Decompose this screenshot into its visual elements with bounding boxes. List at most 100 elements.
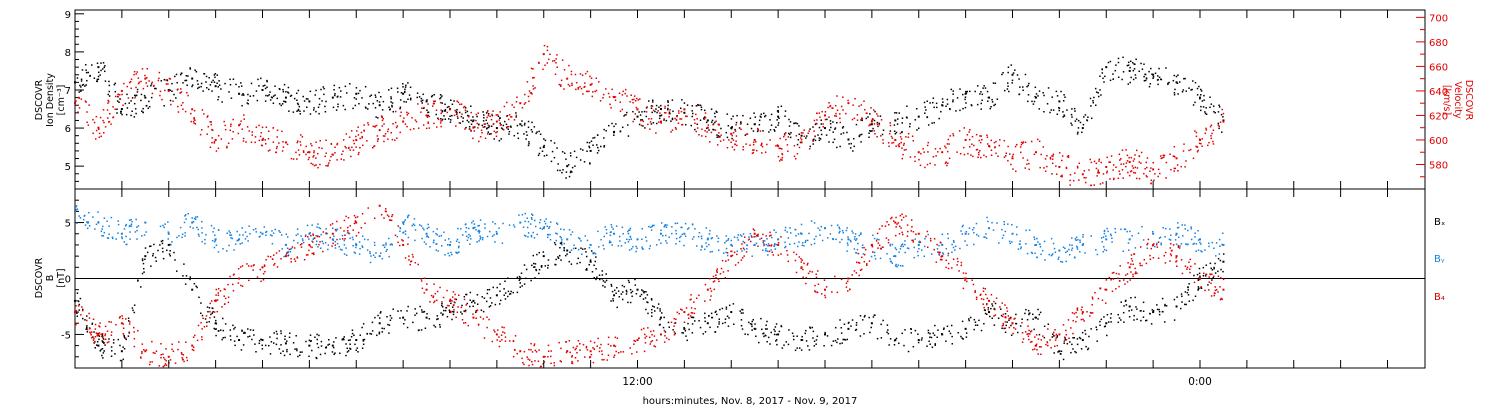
scatter-dot <box>255 126 258 129</box>
scatter-dot <box>82 317 84 320</box>
scatter-dot <box>982 303 984 305</box>
scatter-dot <box>868 132 870 134</box>
scatter-dot <box>995 140 997 143</box>
scatter-dot <box>98 128 100 130</box>
data-point <box>1105 322 1108 325</box>
scatter-dot <box>211 90 213 92</box>
scatter-dot <box>470 238 472 240</box>
scatter-dot <box>849 147 852 149</box>
scatter-dot <box>588 145 590 148</box>
scatter-dot <box>686 339 688 342</box>
data-point <box>542 146 545 149</box>
scatter-dot <box>681 309 683 311</box>
data-point <box>824 288 826 291</box>
scatter-dot <box>226 250 228 252</box>
scatter-dot <box>367 108 369 110</box>
scatter-dot <box>1056 335 1059 337</box>
scatter-dot <box>574 73 577 76</box>
scatter-dot <box>406 111 408 114</box>
scatter-dot <box>189 276 192 278</box>
scatter-dot <box>379 95 382 98</box>
scatter-dot <box>981 93 984 96</box>
scatter-dot <box>900 244 903 246</box>
scatter-dot <box>1221 108 1224 111</box>
scatter-dot <box>465 304 467 306</box>
scatter-dot <box>696 245 698 247</box>
scatter-dot <box>843 323 846 325</box>
scatter-dot <box>76 208 79 210</box>
scatter-dot <box>600 145 602 148</box>
scatter-dot <box>461 304 463 307</box>
scatter-dot <box>798 347 801 349</box>
scatter-dot <box>516 291 519 294</box>
scatter-dot <box>455 240 458 242</box>
data-point <box>1222 119 1225 122</box>
scatter-dot <box>210 300 213 302</box>
scatter-dot <box>1065 260 1067 263</box>
scatter-dot <box>169 250 171 252</box>
scatter-dot <box>809 128 811 130</box>
scatter-dot <box>824 118 827 121</box>
scatter-dot <box>990 106 992 108</box>
scatter-dot <box>1126 230 1128 233</box>
scatter-dot <box>448 118 450 120</box>
scatter-dot <box>353 334 355 337</box>
scatter-dot <box>184 215 186 217</box>
scatter-dot <box>679 107 682 110</box>
scatter-dot <box>1047 87 1050 89</box>
scatter-dot <box>534 266 536 268</box>
scatter-dot <box>589 259 592 261</box>
scatter-dot <box>946 143 949 145</box>
scatter-dot <box>665 119 668 122</box>
scatter-dot <box>126 107 129 109</box>
scatter-dot <box>840 326 843 329</box>
scatter-dot <box>754 328 757 330</box>
scatter-dot <box>788 125 791 127</box>
scatter-dot <box>1078 336 1081 339</box>
scatter-dot <box>1201 145 1203 147</box>
scatter-dot <box>317 166 319 169</box>
scatter-dot <box>815 235 817 238</box>
scatter-dot <box>1066 155 1069 158</box>
scatter-dot <box>94 347 97 349</box>
scatter-dot <box>131 307 134 309</box>
scatter-dot <box>1024 312 1026 315</box>
scatter-dot <box>372 125 375 128</box>
scatter-dot <box>704 112 707 114</box>
scatter-dot <box>577 88 580 90</box>
scatter-dot <box>990 307 992 310</box>
scatter-dot <box>968 138 971 141</box>
scatter-dot <box>245 141 247 143</box>
scatter-dot <box>355 349 357 351</box>
scatter-dot <box>1117 177 1120 180</box>
scatter-dot <box>816 112 818 115</box>
scatter-dot <box>1066 250 1069 253</box>
scatter-dot <box>313 151 315 154</box>
scatter-dot <box>381 109 384 111</box>
scatter-dot <box>855 272 858 274</box>
scatter-dot <box>237 267 240 270</box>
scatter-dot <box>818 126 821 129</box>
scatter-dot <box>1004 230 1007 233</box>
data-point <box>847 277 850 280</box>
scatter-dot <box>104 126 107 128</box>
scatter-dot <box>1215 242 1218 244</box>
scatter-dot <box>392 123 394 125</box>
scatter-dot <box>1069 173 1072 176</box>
scatter-dot <box>905 148 907 151</box>
scatter-dot <box>671 226 673 228</box>
scatter-dot <box>611 290 614 293</box>
scatter-dot <box>1126 160 1129 162</box>
scatter-dot <box>1122 71 1125 73</box>
scatter-dot <box>627 241 630 243</box>
scatter-dot <box>368 103 370 105</box>
scatter-dot <box>1105 279 1108 281</box>
scatter-dot <box>209 317 211 319</box>
scatter-dot <box>1040 353 1042 356</box>
scatter-dot <box>611 244 613 246</box>
scatter-dot <box>553 364 556 367</box>
scatter-dot <box>635 97 638 100</box>
scatter-dot <box>342 150 344 153</box>
scatter-dot <box>1140 162 1142 164</box>
scatter-dot <box>1181 295 1183 298</box>
